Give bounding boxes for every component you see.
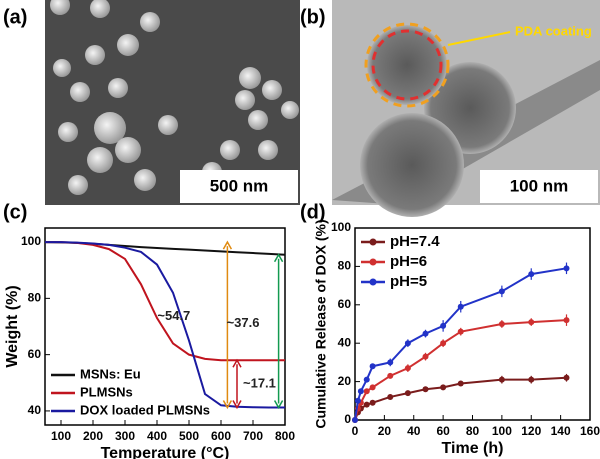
data-point [440, 340, 447, 347]
y-tick-label: 20 [338, 374, 352, 388]
sem-image: 500 nm [45, 0, 300, 205]
x-tick-label: 160 [580, 424, 600, 438]
data-point [357, 388, 364, 395]
legend-marker [369, 258, 377, 266]
data-point [404, 390, 411, 397]
data-point [369, 399, 376, 406]
data-point [387, 372, 394, 379]
data-point [563, 317, 570, 324]
data-point [369, 363, 376, 370]
y-tick-label: 80 [28, 291, 42, 305]
annotation: PDA coating [515, 23, 592, 38]
x-tick-label: 200 [83, 429, 103, 443]
y-tick-label: 40 [28, 403, 42, 417]
x-tick-label: 100 [51, 429, 71, 443]
data-point [422, 353, 429, 360]
legend-label: pH=7.4 [390, 233, 440, 250]
x-tick-label: 0 [352, 424, 359, 438]
legend-label: pH=5 [390, 273, 427, 290]
data-point [563, 265, 570, 272]
x-tick-label: 20 [378, 424, 392, 438]
x-axis-label: Temperature (°C) [101, 445, 230, 459]
data-point [369, 384, 376, 391]
y-axis-label: Weight (%) [4, 285, 21, 367]
x-tick-label: 500 [179, 429, 199, 443]
y-tick-label: 100 [331, 220, 351, 234]
annotation: ~17.1 [243, 375, 276, 390]
data-point [363, 401, 370, 408]
data-point [404, 365, 411, 372]
data-point [404, 340, 411, 347]
x-tick-label: 40 [407, 424, 421, 438]
y-tick-label: 60 [338, 297, 352, 311]
x-tick-label: 300 [115, 429, 135, 443]
data-point [363, 376, 370, 383]
x-tick-label: 80 [466, 424, 480, 438]
arrow-head [232, 358, 242, 410]
data-point [457, 380, 464, 387]
data-point [363, 388, 370, 395]
legend-marker [369, 278, 377, 286]
data-point [457, 328, 464, 335]
series-line [45, 241, 285, 409]
y-axis-label: Cumulative Release of DOX (%) [313, 219, 329, 428]
legend-label: PLMSNs [80, 384, 133, 399]
data-point [528, 319, 535, 326]
x-tick-label: 100 [492, 424, 512, 438]
x-axis-label: Time (h) [442, 440, 504, 457]
data-point [563, 374, 570, 381]
data-point [498, 321, 505, 327]
data-point [354, 397, 361, 404]
panel-label: (d) [300, 201, 326, 223]
data-point [440, 322, 447, 329]
arrow-head [222, 240, 233, 410]
annotation: ~54.7 [157, 308, 190, 323]
legend-marker [369, 238, 377, 246]
arrow-head [273, 253, 284, 410]
y-tick-label: 100 [21, 234, 41, 248]
legend-label: MSNs: Eu [80, 366, 141, 381]
data-point [387, 393, 394, 400]
series-line [45, 241, 285, 362]
scale-bar-label: 500 nm [210, 176, 269, 195]
legend-label: pH=6 [390, 253, 427, 270]
y-tick-label: 80 [338, 259, 352, 273]
y-tick-label: 0 [344, 412, 351, 426]
legend-label: DOX loaded PLMSNs [80, 402, 210, 417]
x-tick-label: 800 [275, 429, 295, 443]
data-point [352, 417, 358, 423]
x-tick-label: 700 [243, 429, 263, 443]
y-tick-label: 60 [28, 347, 42, 361]
data-point [440, 384, 447, 391]
data-point [457, 303, 464, 310]
data-point [528, 271, 535, 278]
annotation: ~37.6 [227, 315, 260, 330]
plot-frame [44, 227, 286, 426]
data-point [422, 386, 429, 393]
y-tick-label: 40 [338, 335, 352, 349]
data-point [498, 288, 505, 295]
data-point [387, 359, 394, 366]
tem-image: PDA coating 100 nm [332, 0, 600, 217]
x-tick-label: 140 [551, 424, 571, 438]
scale-bar-label: 100 nm [510, 176, 569, 195]
x-tick-label: 60 [436, 424, 450, 438]
panel-label: (a) [3, 6, 27, 28]
data-point [528, 376, 535, 383]
x-tick-label: 400 [147, 429, 167, 443]
x-tick-label: 120 [521, 424, 541, 438]
panel-label: (b) [300, 6, 326, 28]
x-tick-label: 600 [211, 429, 231, 443]
data-point [498, 376, 505, 383]
data-point [422, 330, 429, 337]
panel-label: (c) [3, 201, 27, 223]
